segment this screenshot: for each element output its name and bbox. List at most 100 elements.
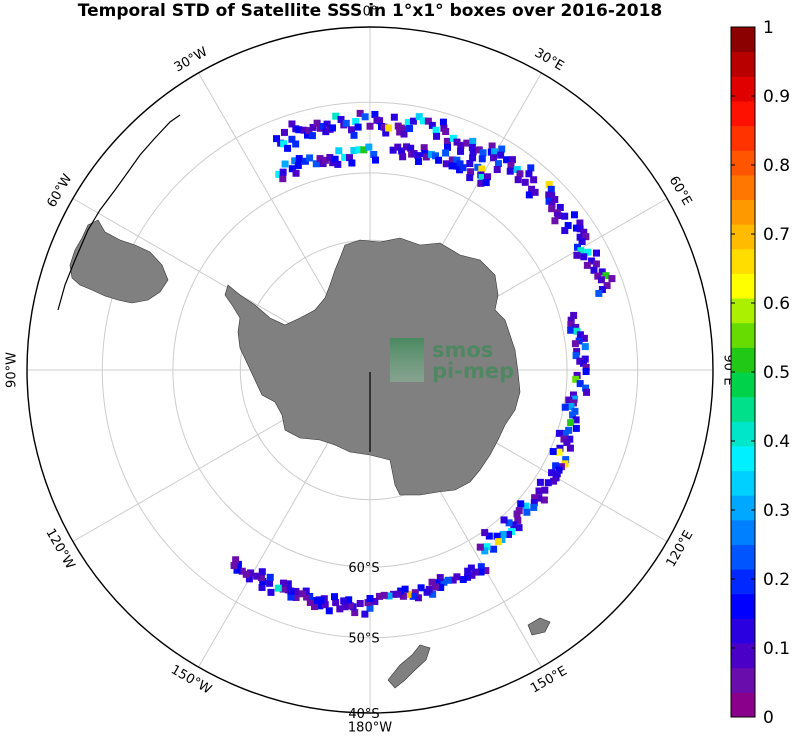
data-cell	[467, 564, 475, 572]
data-cell	[581, 355, 589, 363]
data-cell	[399, 124, 407, 132]
data-cell	[431, 152, 439, 160]
data-cell	[317, 596, 325, 604]
data-cell	[548, 205, 556, 213]
data-cell	[389, 146, 397, 154]
data-cell	[345, 596, 353, 604]
data-cell	[295, 126, 303, 134]
data-cell	[474, 163, 482, 171]
data-cell	[513, 510, 521, 518]
data-cell	[348, 159, 356, 167]
data-cell	[409, 592, 417, 600]
data-cell	[331, 593, 339, 601]
data-cell	[582, 233, 590, 241]
data-cell	[475, 146, 483, 154]
data-cell	[266, 573, 274, 581]
data-cell	[602, 272, 610, 280]
data-cell	[453, 138, 461, 146]
data-cell	[504, 530, 512, 538]
data-cell	[571, 340, 579, 348]
data-cell	[341, 153, 349, 161]
data-cell	[515, 524, 523, 532]
colorbar-tick-label: 0.9	[763, 87, 790, 107]
data-cell	[555, 448, 563, 456]
colorbar-swatch	[731, 27, 755, 53]
data-cell	[337, 115, 345, 123]
parallel-label: 50°S	[348, 632, 379, 647]
meridian-label: 0°	[363, 5, 378, 20]
data-cell	[494, 538, 502, 546]
data-cell	[482, 179, 490, 187]
data-cell	[481, 529, 489, 537]
data-cell	[437, 584, 445, 592]
data-cell	[494, 160, 502, 168]
data-cell	[572, 416, 580, 424]
data-cell	[548, 469, 556, 477]
island-land	[387, 644, 431, 689]
data-cell	[499, 530, 507, 538]
data-cell	[401, 585, 409, 593]
data-cell	[541, 486, 549, 494]
data-cell	[341, 603, 349, 611]
data-cell	[498, 535, 506, 543]
data-cell	[376, 117, 384, 125]
colorbar-swatch	[731, 495, 755, 521]
data-cell	[288, 165, 296, 173]
data-cell	[580, 334, 588, 342]
data-cell	[287, 593, 295, 601]
colorbar-swatch	[731, 618, 755, 644]
data-cell	[536, 478, 544, 486]
data-cell	[567, 403, 575, 411]
data-cell	[298, 590, 306, 598]
data-cell	[279, 175, 287, 183]
coastline-west	[57, 114, 181, 311]
data-cell	[608, 275, 616, 283]
data-cell	[325, 607, 333, 615]
data-cell	[576, 225, 584, 233]
data-cell	[572, 352, 580, 360]
data-cell	[567, 320, 575, 328]
data-cell	[398, 147, 406, 155]
data-cell	[321, 156, 329, 164]
colorbar-swatch	[731, 199, 755, 225]
data-cell	[572, 224, 580, 232]
data-cell	[590, 266, 598, 274]
data-cell	[292, 169, 300, 177]
data-cell	[300, 126, 308, 134]
data-cell	[284, 580, 292, 588]
colorbar-swatch	[731, 100, 755, 127]
antarctica-landmass	[224, 237, 521, 496]
data-cell	[479, 149, 487, 157]
data-cell	[399, 153, 407, 161]
data-cell	[555, 466, 563, 474]
data-cell	[469, 137, 477, 145]
data-cell	[572, 323, 580, 331]
data-cell	[582, 368, 590, 376]
data-cell	[516, 170, 524, 178]
data-cell	[469, 154, 477, 162]
data-cell	[306, 154, 314, 162]
colorbar-swatch	[731, 667, 755, 693]
data-cell	[312, 160, 320, 168]
data-cell	[453, 156, 461, 164]
data-cell	[365, 143, 373, 151]
data-cell	[453, 573, 461, 581]
data-cell	[342, 119, 350, 127]
data-cell	[407, 144, 415, 152]
data-cell	[360, 146, 368, 154]
data-cell	[336, 605, 344, 613]
data-cell	[294, 161, 302, 169]
data-cell	[316, 602, 324, 610]
parallel-label: 60°S	[348, 561, 379, 576]
data-cell	[366, 604, 374, 612]
data-cell	[420, 144, 428, 152]
data-cell	[305, 127, 313, 135]
data-cell	[514, 516, 522, 524]
data-cell	[580, 253, 588, 261]
colorbar	[730, 26, 756, 718]
data-cell	[411, 589, 419, 597]
data-cell	[280, 140, 288, 148]
data-cell	[483, 543, 491, 551]
colorbar-tick-label: 0.7	[763, 225, 790, 245]
